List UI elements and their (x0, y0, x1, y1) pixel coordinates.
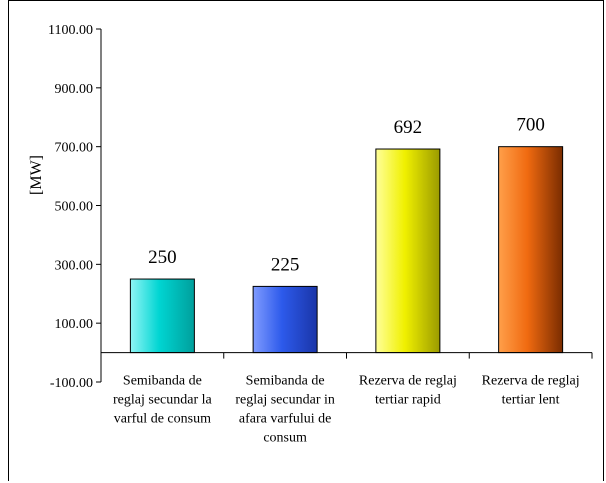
bar-2 (252, 285, 318, 354)
data-label-1: 250 (148, 247, 177, 268)
y-tick-label: 900.00 (55, 82, 94, 97)
category-label-2: Semibanda de reglaj secundar in afara varf… (235, 374, 335, 446)
bar-4 (498, 146, 564, 354)
data-label-3: 692 (394, 117, 423, 138)
y-axis-label: [MW] (28, 155, 45, 195)
y-tick-label: 300.00 (55, 258, 94, 273)
y-tick-label: 500.00 (55, 200, 94, 215)
y-tick-label: 700.00 (55, 141, 94, 156)
category-label-1: Semibanda de reglaj secundar la varful de … (113, 374, 213, 427)
data-label-4: 700 (516, 115, 545, 136)
y-tick-label: 100.00 (55, 317, 94, 332)
category-label-4: Rezerva de reglaj tertiar lent (482, 374, 580, 408)
bar-3 (375, 148, 441, 354)
y-tick-label: 1100.00 (48, 23, 93, 38)
data-label-2: 225 (271, 254, 300, 275)
bar-1 (129, 278, 195, 354)
y-tick-label: -100.00 (50, 376, 93, 391)
category-label-3: Rezerva de reglaj tertiar rapid (359, 374, 457, 408)
